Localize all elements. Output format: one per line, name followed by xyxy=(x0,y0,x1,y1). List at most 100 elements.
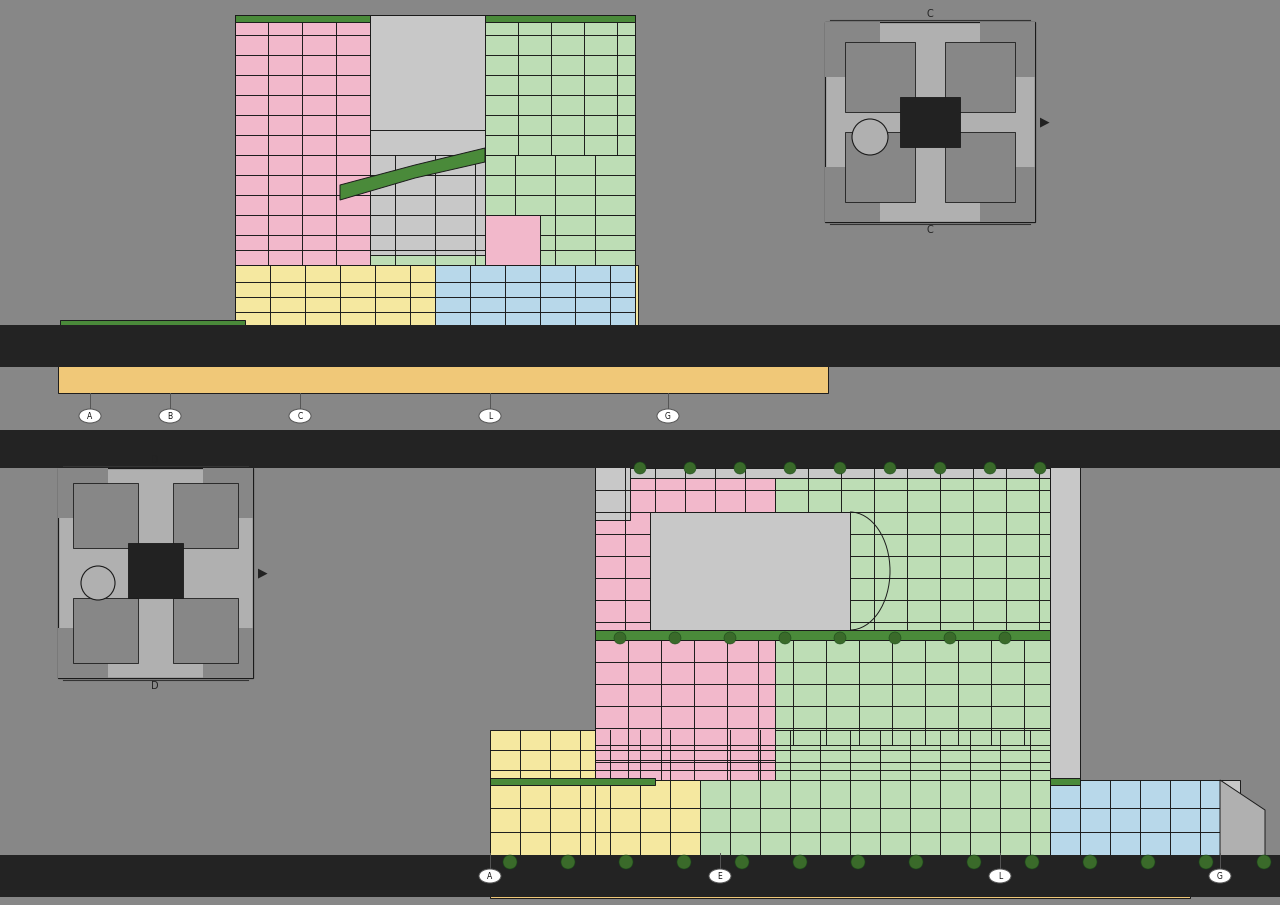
Circle shape xyxy=(1025,855,1039,869)
Bar xyxy=(700,730,1050,780)
Text: ▶: ▶ xyxy=(1039,116,1050,129)
Bar xyxy=(595,468,774,630)
Circle shape xyxy=(620,855,634,869)
Bar xyxy=(370,15,485,255)
Polygon shape xyxy=(58,325,244,355)
Bar xyxy=(845,132,915,202)
Circle shape xyxy=(1257,855,1271,869)
Bar xyxy=(1050,778,1080,785)
Text: G: G xyxy=(666,412,671,421)
Circle shape xyxy=(998,632,1011,644)
Bar xyxy=(128,543,183,598)
Text: C: C xyxy=(297,412,302,421)
Bar xyxy=(173,483,238,548)
Polygon shape xyxy=(1220,780,1240,858)
Circle shape xyxy=(724,632,736,644)
Bar xyxy=(1050,460,1080,780)
Bar xyxy=(900,97,960,147)
Circle shape xyxy=(669,632,681,644)
Circle shape xyxy=(677,855,691,869)
Ellipse shape xyxy=(709,869,731,883)
Bar xyxy=(490,860,1190,898)
Ellipse shape xyxy=(159,409,180,423)
Bar xyxy=(485,15,635,155)
Circle shape xyxy=(634,462,646,474)
Bar xyxy=(490,855,1270,890)
Bar xyxy=(435,265,637,327)
Circle shape xyxy=(852,119,888,155)
Bar xyxy=(58,355,828,393)
Bar xyxy=(236,155,370,265)
Bar xyxy=(236,155,635,265)
Circle shape xyxy=(835,632,846,644)
Text: D: D xyxy=(151,681,159,691)
Circle shape xyxy=(1140,855,1155,869)
Bar xyxy=(1050,780,1220,858)
Bar xyxy=(595,460,1050,478)
Text: L: L xyxy=(998,872,1002,881)
Bar xyxy=(58,628,108,678)
Polygon shape xyxy=(1220,780,1265,858)
Circle shape xyxy=(780,632,791,644)
Bar xyxy=(0,855,1280,897)
Text: G: G xyxy=(1217,872,1222,881)
Text: C: C xyxy=(927,9,933,19)
Circle shape xyxy=(1199,855,1213,869)
Bar xyxy=(980,22,1036,77)
Bar xyxy=(60,320,244,328)
Bar xyxy=(490,778,655,785)
Text: E: E xyxy=(718,872,722,881)
Text: A: A xyxy=(87,412,92,421)
Ellipse shape xyxy=(657,409,678,423)
Circle shape xyxy=(945,632,956,644)
Ellipse shape xyxy=(989,869,1011,883)
Bar xyxy=(236,15,370,155)
Bar xyxy=(58,468,253,678)
Bar xyxy=(650,512,850,630)
Bar xyxy=(490,780,700,858)
Circle shape xyxy=(884,462,896,474)
Circle shape xyxy=(561,855,575,869)
Text: B: B xyxy=(168,412,173,421)
Circle shape xyxy=(794,855,806,869)
Ellipse shape xyxy=(479,409,500,423)
Text: D: D xyxy=(151,455,159,465)
Bar xyxy=(595,640,1050,780)
Circle shape xyxy=(783,462,796,474)
Bar xyxy=(58,468,108,518)
Bar xyxy=(435,265,635,327)
Circle shape xyxy=(1083,855,1097,869)
Bar xyxy=(485,15,635,22)
Bar xyxy=(630,460,1050,468)
Bar xyxy=(485,155,635,215)
Bar xyxy=(236,265,435,327)
Bar xyxy=(774,468,1050,630)
Text: C: C xyxy=(927,225,933,235)
Circle shape xyxy=(851,855,865,869)
Bar xyxy=(204,468,253,518)
Circle shape xyxy=(835,462,846,474)
Bar xyxy=(595,460,630,520)
Bar xyxy=(826,167,881,222)
Bar xyxy=(236,15,370,22)
Text: A: A xyxy=(488,872,493,881)
Bar xyxy=(945,42,1015,112)
Ellipse shape xyxy=(79,409,101,423)
Bar xyxy=(826,22,881,77)
Ellipse shape xyxy=(289,409,311,423)
Circle shape xyxy=(966,855,980,869)
Ellipse shape xyxy=(1210,869,1231,883)
Bar xyxy=(490,730,700,780)
Bar xyxy=(845,42,915,112)
Bar xyxy=(173,598,238,663)
Polygon shape xyxy=(1050,780,1220,858)
Bar xyxy=(945,132,1015,202)
Circle shape xyxy=(503,855,517,869)
Text: ▶: ▶ xyxy=(259,567,268,579)
Bar xyxy=(595,745,774,780)
Text: L: L xyxy=(488,412,492,421)
Polygon shape xyxy=(637,325,840,365)
Bar xyxy=(826,22,1036,222)
Bar xyxy=(595,630,1050,640)
Circle shape xyxy=(614,632,626,644)
